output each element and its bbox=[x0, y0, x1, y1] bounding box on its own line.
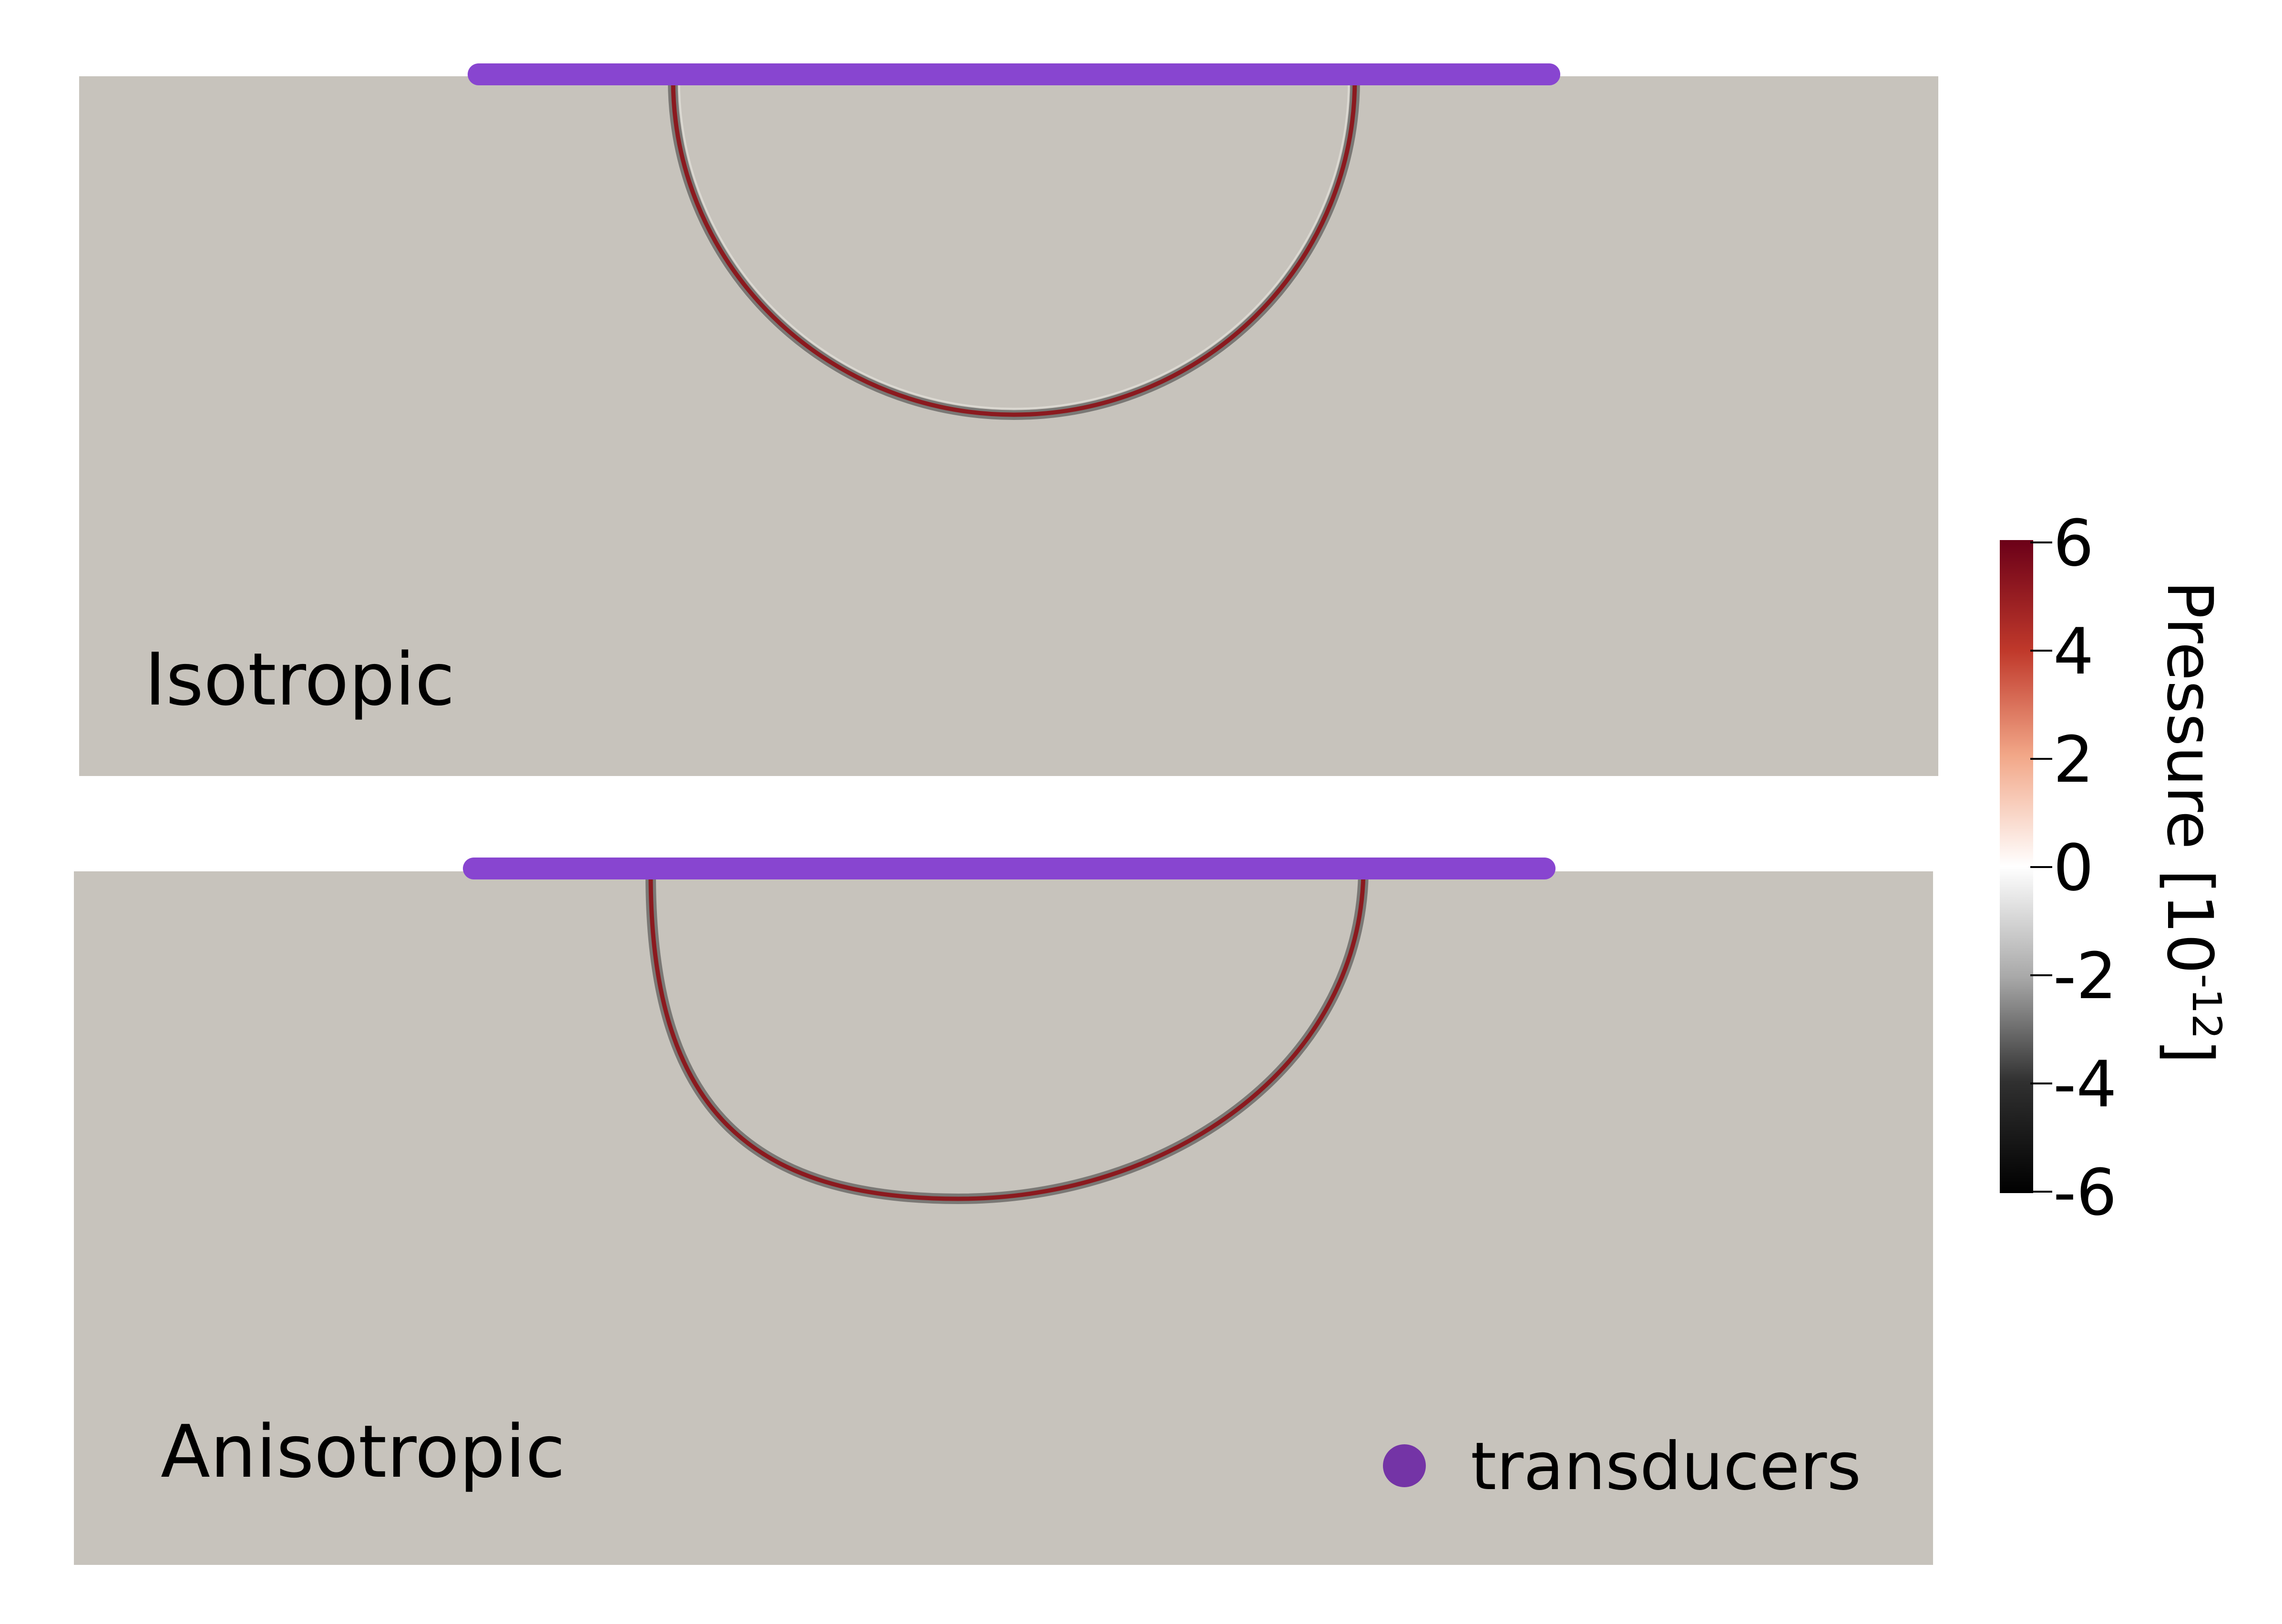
panel-label: Isotropic bbox=[144, 637, 455, 722]
colorbar-tick-label: 4 bbox=[2053, 614, 2094, 689]
legend-marker bbox=[1383, 1444, 1426, 1487]
legend-label: transducers bbox=[1471, 1428, 1861, 1505]
medium-background bbox=[74, 871, 1933, 1565]
panel-isotropic: Isotropic bbox=[79, 63, 1938, 776]
colorbar-tick-label: -4 bbox=[2053, 1047, 2117, 1122]
colorbar-tick-label: 6 bbox=[2053, 506, 2094, 581]
wavefront-inner-halo bbox=[677, 80, 1351, 410]
panel-label: Anisotropic bbox=[161, 1410, 565, 1494]
colorbar-title-exponent: -12 bbox=[2183, 974, 2230, 1039]
svg-text:Pressure [10-12]: Pressure [10-12] bbox=[2153, 581, 2230, 1064]
colorbar-title-main: Pressure [10 bbox=[2153, 581, 2226, 974]
colorbar-tick-label: -2 bbox=[2053, 939, 2117, 1013]
panel-anisotropic: Anisotropic transducers bbox=[74, 858, 1933, 1565]
colorbar-tick-label: -6 bbox=[2053, 1155, 2117, 1230]
colorbar-title: Pressure [10-12] bbox=[2153, 581, 2230, 1064]
colorbar-title-close: ] bbox=[2153, 1039, 2226, 1064]
legend: transducers bbox=[1383, 1428, 1861, 1505]
colorbar-gradient bbox=[2000, 540, 2033, 1193]
colorbar: 6 4 2 0 -2 -4 -6 Pressure [10-12] bbox=[2000, 506, 2230, 1230]
wavefront bbox=[671, 80, 1357, 417]
medium-background bbox=[79, 76, 1938, 776]
colorbar-ticks: 6 4 2 0 -2 -4 -6 bbox=[2030, 506, 2117, 1230]
wavefront bbox=[648, 874, 1366, 1201]
colorbar-tick-label: 0 bbox=[2053, 831, 2094, 905]
colorbar-tick-label: 2 bbox=[2053, 723, 2094, 797]
